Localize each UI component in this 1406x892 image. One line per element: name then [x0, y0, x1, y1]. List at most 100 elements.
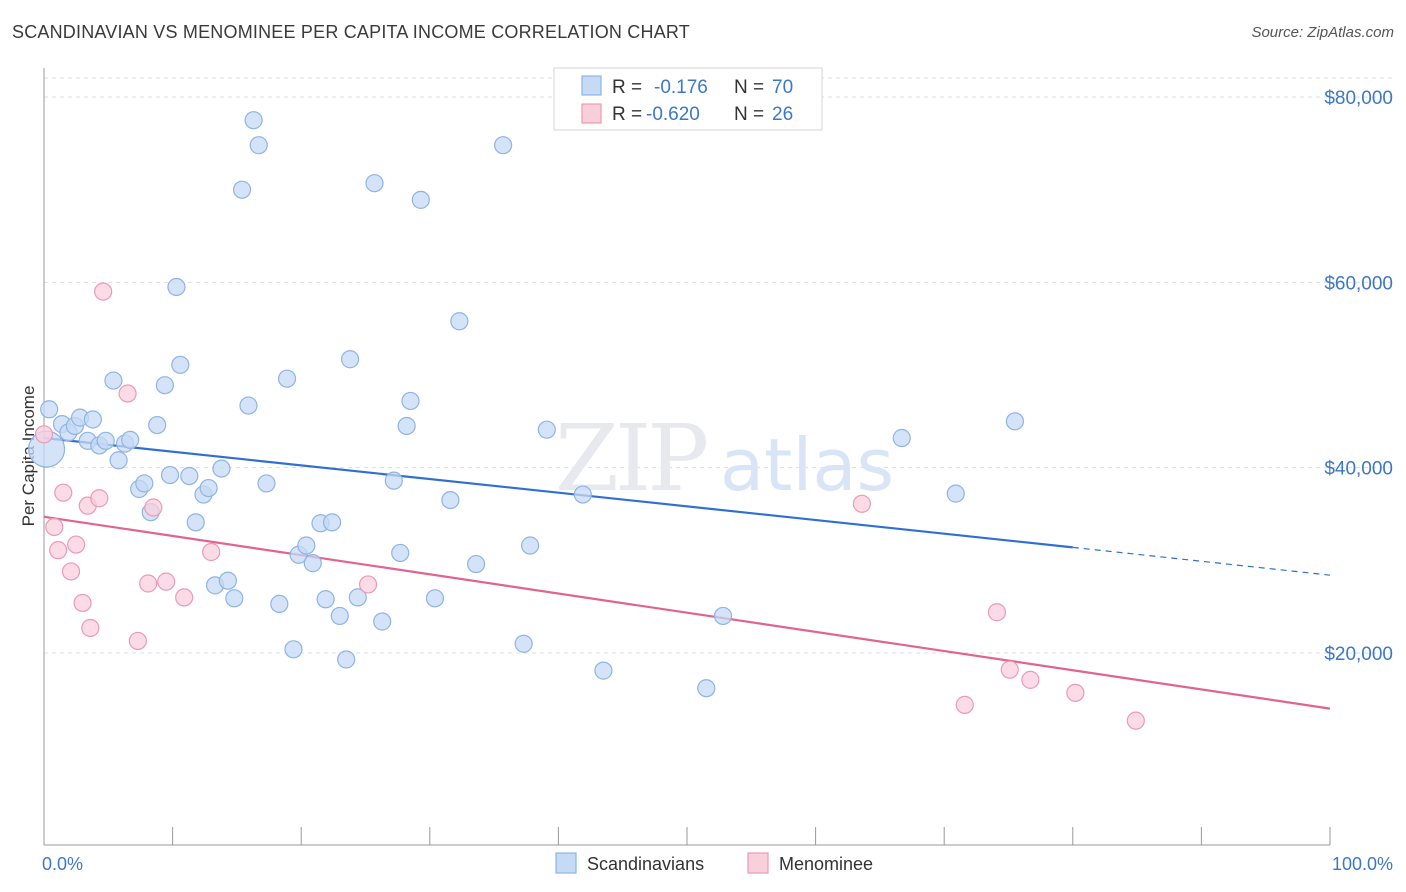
series-legend: Scandinavians Menominee: [555, 852, 873, 874]
data-points: [27, 111, 1145, 730]
legend-r-label-2: R =: [612, 104, 642, 125]
x-tick-label: 100.0%: [1332, 854, 1393, 874]
x-tick-label: 0.0%: [42, 854, 83, 874]
gridlines: [44, 77, 1392, 654]
scandinavians-point: [249, 136, 268, 155]
menominee-point: [128, 631, 147, 651]
menominee-point: [54, 483, 73, 502]
legend-r-value-1: -0.176: [654, 77, 708, 98]
scandinavians-point: [303, 554, 322, 573]
scandinavians-point: [160, 465, 180, 485]
scandinavians-point: [1005, 412, 1025, 431]
scandinavians-point: [391, 543, 410, 563]
scandinavians-trend-extension: [1072, 546, 1331, 576]
scandinavians-point: [322, 513, 342, 532]
scandinavians-point: [171, 355, 190, 374]
scandinavians-point: [109, 451, 128, 470]
scandinavians-point: [411, 190, 430, 209]
chart-source: Source: ZipAtlas.com: [1251, 24, 1394, 41]
menominee-point: [1021, 670, 1040, 689]
menominee-point: [157, 572, 176, 591]
scandinavians-point: [521, 536, 540, 555]
scandinavians-point: [494, 136, 513, 155]
legend-n-value-2: 26: [772, 104, 793, 125]
scandinavians-point: [257, 474, 276, 493]
scandinavians-point: [232, 180, 252, 199]
menominee-point: [90, 489, 109, 508]
menominee-point: [852, 494, 871, 513]
menominee-point: [61, 562, 81, 581]
scandinavians-point: [450, 312, 469, 331]
scandinavians-point: [573, 485, 592, 504]
y-tick-label: $20,000: [1324, 644, 1393, 665]
menominee-point: [202, 542, 221, 562]
scandinavians-point: [348, 588, 367, 607]
scandinavians-point: [239, 396, 258, 415]
scandinavians-point: [270, 594, 289, 613]
legend-swatch-blue: [581, 75, 602, 96]
scandinavians-point: [244, 111, 263, 130]
scandinavians-point: [277, 369, 297, 388]
x-axis-tick-labels: 0.0% 100.0%: [42, 854, 1393, 874]
scandinavians-point: [83, 410, 102, 429]
bottom-legend-swatch-blue: [555, 852, 577, 874]
menominee-point: [73, 593, 92, 613]
menominee-point: [955, 695, 974, 714]
scandinavians-point: [425, 589, 445, 608]
legend-r-value-2: -0.620: [646, 104, 700, 125]
scandinavians-point: [180, 466, 199, 486]
scandinavians-point: [397, 416, 416, 436]
legend-n-label-2: N =: [734, 104, 764, 125]
y-axis-label: Per Capita Income: [19, 386, 38, 527]
legend-n-value-1: 70: [772, 77, 793, 98]
scandinavians-point: [337, 650, 356, 669]
x-axis-ticks: [172, 827, 1331, 845]
scandinavians-point: [225, 589, 244, 608]
scandinavians-point: [96, 431, 115, 450]
scandinavians-point: [466, 554, 486, 574]
scandinavians-point: [441, 491, 460, 510]
scandinavians-trend-line: [43, 436, 1073, 549]
bottom-legend-swatch-pink: [747, 852, 769, 874]
scandinavians-point: [40, 400, 59, 419]
scandinavians-point: [713, 606, 733, 626]
y-tick-label: $40,000: [1324, 459, 1393, 480]
scandinavians-point: [121, 430, 140, 449]
scandinavians-point: [697, 679, 716, 698]
menominee-point: [81, 618, 100, 638]
scandinavians-point: [340, 350, 360, 369]
scandinavians-point: [218, 571, 237, 590]
bottom-legend-label-menominee: Menominee: [779, 854, 873, 874]
scandinavians-point: [104, 371, 123, 390]
trend-lines: [43, 436, 1331, 710]
scandinavians-point: [946, 484, 965, 503]
menominee-point: [1066, 683, 1085, 702]
scandinavians-point: [365, 174, 384, 193]
menominee-point: [987, 603, 1007, 622]
menominee-point: [34, 425, 54, 444]
watermark-atlas: atlas: [720, 423, 894, 507]
legend-r-label-1: R =: [612, 77, 642, 98]
scandinavians-point: [514, 634, 533, 653]
menominee-point: [358, 575, 378, 594]
menominee-point: [1126, 711, 1145, 730]
scandinavians-point: [892, 428, 911, 448]
menominee-point: [94, 282, 113, 301]
scandinavians-point: [594, 661, 613, 680]
scandinavians-point: [186, 513, 205, 532]
menominee-point: [139, 574, 158, 593]
scandinavians-point: [148, 415, 167, 435]
scandinavians-point: [316, 590, 335, 609]
menominee-point: [175, 588, 194, 607]
scandinavians-point: [284, 640, 303, 659]
menominee-point: [118, 384, 137, 403]
chart-title: SCANDINAVIAN VS MENOMINEE PER CAPITA INC…: [12, 22, 690, 42]
scandinavians-point: [384, 471, 403, 490]
scandinavians-point: [373, 612, 392, 631]
menominee-point: [67, 535, 86, 554]
scandinavians-point: [297, 536, 316, 555]
scandinavians-point: [212, 459, 231, 478]
bottom-legend-label-scandinavians: Scandinavians: [587, 854, 704, 874]
scandinavians-point: [199, 478, 218, 498]
